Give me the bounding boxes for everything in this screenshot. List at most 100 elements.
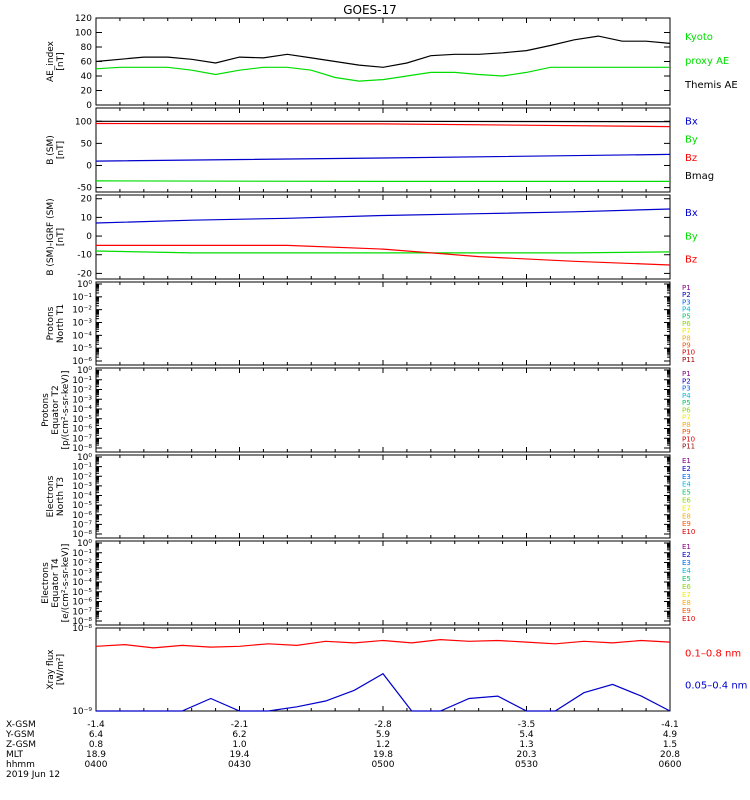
channel-label-e1: E1 <box>682 543 691 551</box>
y-axis-label: [nT] <box>56 141 66 159</box>
y-tick-label: 10⁻³ <box>72 395 92 405</box>
y-tick-label: 10 <box>81 213 93 223</box>
channel-label-e10: E10 <box>682 528 695 536</box>
axis-row-value: -4.1 <box>661 720 679 730</box>
y-tick-label: 10⁻⁶ <box>72 357 92 367</box>
channel-label-p5: P5 <box>682 399 691 407</box>
axis-row-value: 1.2 <box>376 740 390 750</box>
channel-label-e4: E4 <box>682 481 691 489</box>
y-tick-label: 10⁻⁴ <box>72 331 92 341</box>
channel-label-p8: P8 <box>682 421 691 429</box>
y-axis-label: [nT] <box>56 228 66 246</box>
panel-1: AE_index [nT] 0 20 40 60 80 100 120 Kyoto proxy AE… <box>46 14 738 111</box>
panel-frame <box>95 107 671 193</box>
axis-row-value: 5.4 <box>519 730 534 740</box>
channel-label-p7: P7 <box>682 414 691 422</box>
panel-frame <box>95 540 671 626</box>
axis-row-value: 18.9 <box>86 750 106 760</box>
channel-label-e2: E2 <box>682 551 691 559</box>
axis-row-value: 20.8 <box>660 750 680 760</box>
y-tick-label: 10⁻⁶ <box>72 511 92 521</box>
legend-themis-ae: Themis AE <box>684 80 738 91</box>
series-line-by <box>95 250 671 254</box>
channel-label-e2: E2 <box>682 465 691 473</box>
y-tick-label: -10 <box>77 251 92 261</box>
axis-row-value: 19.4 <box>229 750 249 760</box>
y-tick-label: 10⁻⁷ <box>72 607 92 617</box>
series-line-by <box>95 180 670 182</box>
channel-label-p9: P9 <box>682 341 691 349</box>
channel-label-p2: P2 <box>682 377 691 385</box>
legend-by: By <box>685 135 698 146</box>
y-axis-label: AE_index <box>46 40 56 82</box>
channel-label-e7: E7 <box>682 504 691 512</box>
legend-bz: Bz <box>685 153 697 164</box>
plot-title: GOES-17 <box>343 3 397 17</box>
axis-row-value: -1.4 <box>87 720 105 730</box>
channel-label-p5: P5 <box>682 313 691 321</box>
axis-row-value: 0500 <box>372 760 395 770</box>
panel-5: Protons Equator T2 [p/(cm²-s-sr-keV)] 10⁰10… <box>41 366 695 454</box>
y-axis-label: B (SM) <box>46 135 56 165</box>
channel-label-e5: E5 <box>682 575 691 583</box>
legend-proxy-ae: proxy AE <box>685 56 729 67</box>
y-tick-label: 10⁻¹ <box>72 549 92 559</box>
y-tick-label: 10⁻² <box>72 386 92 396</box>
channel-label-e9: E9 <box>682 520 691 528</box>
channel-label-e3: E3 <box>682 559 691 567</box>
y-tick-label: 0 <box>86 101 92 111</box>
series-line-0-05-0-4-nm <box>96 672 671 712</box>
y-tick-label: 10⁻⁵ <box>72 344 92 354</box>
y-tick-label: 10⁻¹ <box>72 463 92 473</box>
axis-row-label-z-gsm: Z-GSM <box>6 740 36 750</box>
channel-label-p10: P10 <box>682 435 695 443</box>
y-tick-label: 0 <box>86 161 92 171</box>
channel-label-e8: E8 <box>682 599 691 607</box>
date-label: 2019 Jun 12 <box>6 770 60 780</box>
axis-row-value: 19.8 <box>373 750 393 760</box>
y-axis-label: Protons <box>46 306 56 340</box>
panel-frame <box>95 367 671 453</box>
channel-label-p8: P8 <box>682 334 691 342</box>
panel-6: Electrons North T3 10⁰10⁻¹10⁻²10⁻³10⁻⁴10⁻⁵… <box>46 453 695 540</box>
y-tick-label: 100 <box>75 117 92 127</box>
panel-2: B (SM) [nT] -50 0 50 100 Bx By Bz Bmag <box>46 107 714 194</box>
axis-row-value: 4.9 <box>663 730 678 740</box>
channel-label-p1: P1 <box>682 370 691 378</box>
series-line-bz <box>96 244 671 266</box>
channel-label-e8: E8 <box>682 512 691 520</box>
y-tick-label: 60 <box>81 58 93 68</box>
y-tick-label: 10⁻⁷ <box>72 434 92 444</box>
legend-0-05-0-4-nm: 0.05–0.4 nm <box>685 681 747 692</box>
y-tick-label: 10⁻⁸ <box>72 444 92 454</box>
y-tick-label: 10⁻¹ <box>72 376 92 386</box>
channel-label-p11: P11 <box>682 356 695 364</box>
axis-row-label-mlt: MLT <box>6 750 24 760</box>
legend-bmag: Bmag <box>685 171 714 182</box>
y-axis-label: [W/m²] <box>56 654 66 685</box>
y-axis-label: [nT] <box>56 52 66 70</box>
y-tick-label: 20 <box>81 195 93 205</box>
y-axis-label: Equator T4 <box>51 558 61 608</box>
channel-label-p9: P9 <box>682 428 691 436</box>
y-axis-label: [p/(cm²-s-sr-keV)] <box>61 371 71 450</box>
y-tick-label: 10⁻⁸ <box>72 617 92 627</box>
y-tick-label: 10⁰ <box>77 366 92 376</box>
channel-label-p10: P10 <box>682 349 695 357</box>
channel-label-e3: E3 <box>682 473 691 481</box>
legend-bx: Bx <box>685 116 698 127</box>
y-tick-label: -20 <box>77 269 92 279</box>
y-axis-label: Electrons <box>41 562 51 604</box>
panel-frame <box>95 194 671 280</box>
channel-label-p7: P7 <box>682 327 691 335</box>
channel-label-e5: E5 <box>682 489 691 497</box>
series-line-0-1-0-8-nm <box>95 638 671 649</box>
legend-bx: Bx <box>685 208 698 219</box>
axis-row-value: 20.3 <box>516 750 536 760</box>
channel-label-p3: P3 <box>682 385 691 393</box>
channel-label-e7: E7 <box>682 591 691 599</box>
axis-row-value: -2.1 <box>231 720 249 730</box>
y-tick-label: 120 <box>75 14 92 24</box>
axis-row-value: 1.5 <box>663 740 677 750</box>
